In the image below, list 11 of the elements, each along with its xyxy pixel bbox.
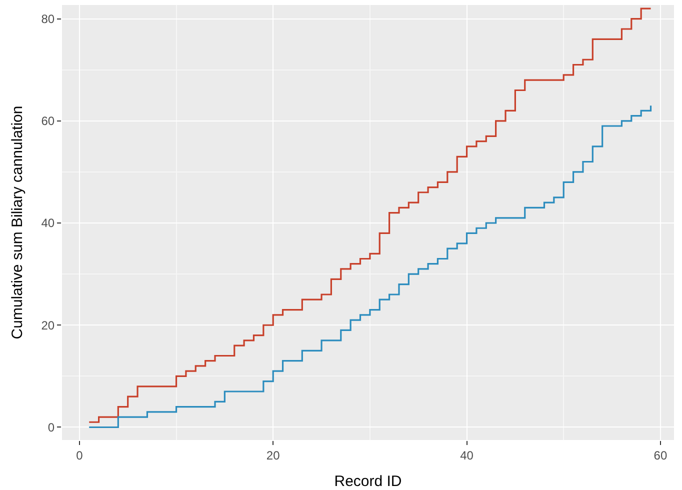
y-axis-title: Cumulative sum Biliary cannulation xyxy=(9,106,26,340)
y-tick-label: 80 xyxy=(41,12,55,26)
y-tick-label: 20 xyxy=(41,318,55,332)
x-tick-label: 20 xyxy=(266,448,280,462)
x-tick-label: 40 xyxy=(460,448,474,462)
x-axis-title: Record ID xyxy=(334,473,402,490)
x-tick-label: 60 xyxy=(654,448,668,462)
x-tick-label: 0 xyxy=(76,448,84,462)
y-tick-label: 0 xyxy=(48,420,55,434)
y-tick-label: 40 xyxy=(41,216,55,230)
y-tick-label: 60 xyxy=(41,114,55,128)
